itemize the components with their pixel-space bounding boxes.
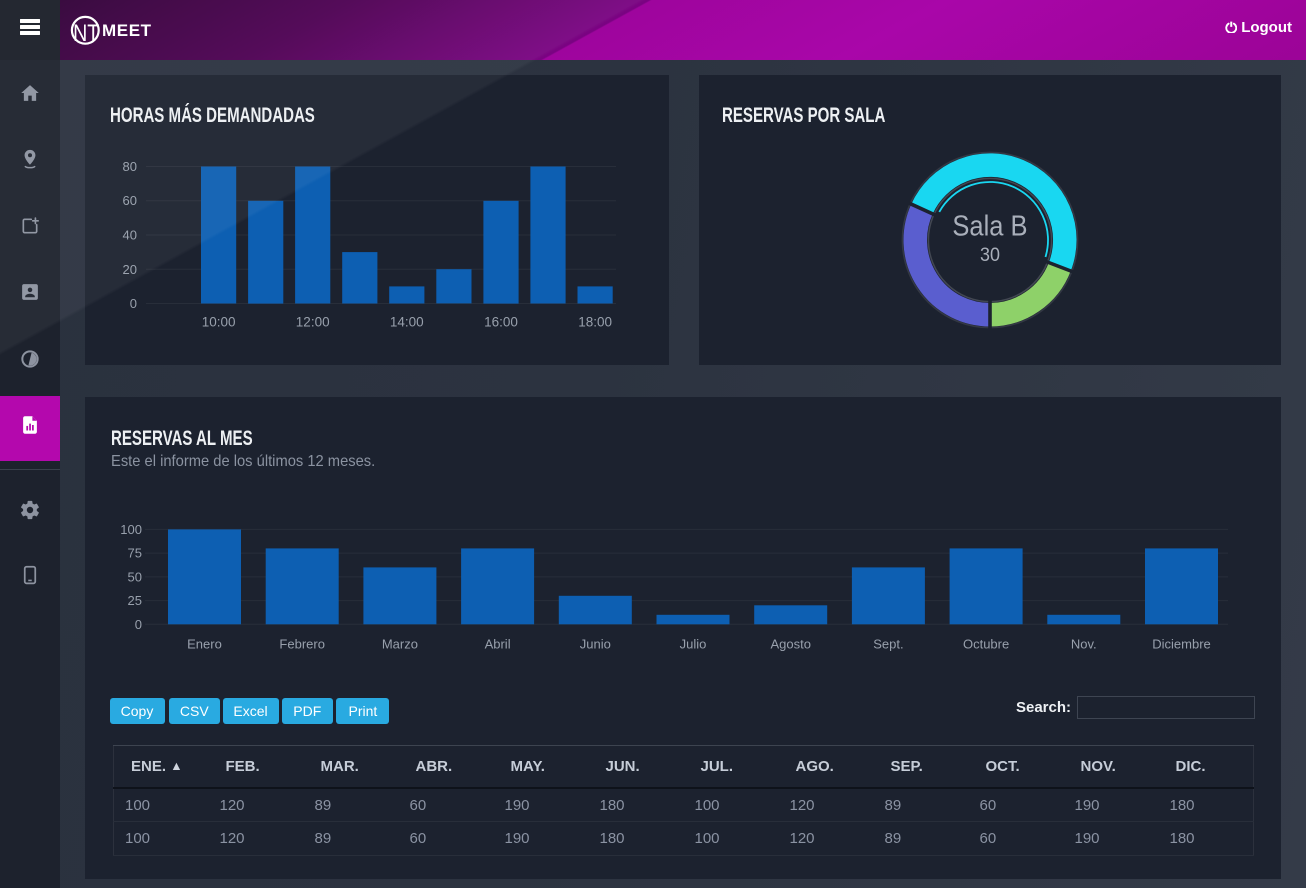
svg-text:60: 60 [123,193,137,208]
svg-text:75: 75 [128,546,142,561]
svg-text:0: 0 [130,296,137,311]
svg-text:14:00: 14:00 [390,315,424,330]
svg-text:Sala B: Sala B [952,209,1027,242]
svg-text:100: 100 [120,522,142,537]
svg-text:10:00: 10:00 [202,315,236,330]
svg-text:Julio: Julio [680,637,707,652]
svg-text:NT: NT [73,19,100,47]
svg-text:Agosto: Agosto [770,637,810,652]
svg-text:Abril: Abril [485,637,511,652]
svg-text:40: 40 [123,228,137,243]
svg-text:Junio: Junio [580,637,611,652]
svg-text:Octubre: Octubre [963,637,1009,652]
svg-text:18:00: 18:00 [578,315,612,330]
svg-text:Nov.: Nov. [1071,637,1097,652]
svg-text:80: 80 [123,159,137,174]
svg-text:12:00: 12:00 [296,315,330,330]
svg-text:25: 25 [128,593,142,608]
svg-text:Enero: Enero [187,637,222,652]
svg-text:20: 20 [123,262,137,277]
svg-text:Marzo: Marzo [382,637,418,652]
svg-text:Diciembre: Diciembre [1152,637,1211,652]
svg-text:30: 30 [980,243,1000,265]
svg-text:50: 50 [128,569,142,584]
svg-text:16:00: 16:00 [484,315,518,330]
svg-text:Febrero: Febrero [279,637,325,652]
svg-text:0: 0 [135,617,142,632]
svg-text:Sept.: Sept. [873,637,903,652]
